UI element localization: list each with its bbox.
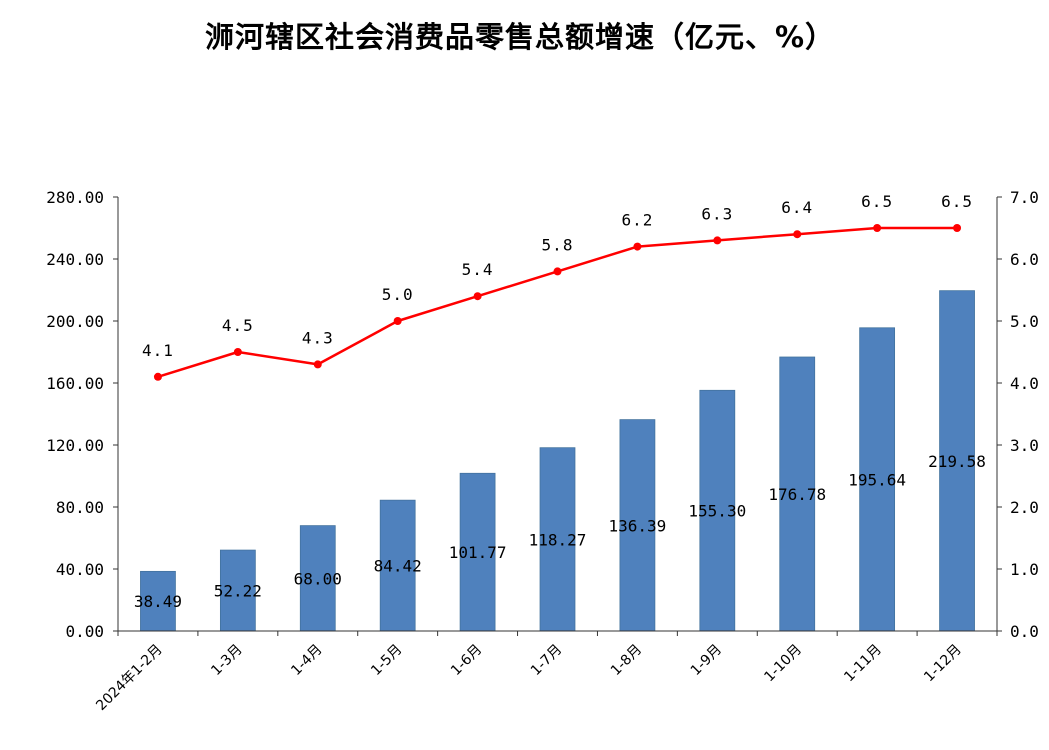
growth-rate-marker: [553, 267, 562, 276]
growth-rate-label: 5.4: [462, 260, 494, 279]
bar: [859, 327, 896, 632]
right-y-axis: 0.0 1.0 2.0 3.0 4.0 5.0 6.0 7.0: [996, 188, 1039, 641]
bar-value-label: 84.42: [374, 557, 422, 576]
x-axis-category-label: 1-8月: [608, 642, 645, 679]
right-axis-tick-label: 7.0: [1010, 188, 1039, 207]
x-axis-category-label: 1-4月: [288, 642, 325, 679]
bar: [299, 525, 336, 632]
growth-rate-marker: [473, 292, 482, 301]
growth-rate-label: 6.5: [941, 192, 973, 211]
bar-value-label: 68.00: [294, 569, 342, 588]
growth-rate-label: 4.1: [142, 341, 174, 360]
left-axis-tick-label: 80.00: [56, 498, 104, 517]
growth-rate-marker: [233, 348, 242, 356]
bar-value-label: 219.58: [928, 452, 986, 471]
x-axis-category-label: 1-6月: [448, 642, 485, 679]
bar: [619, 419, 656, 632]
growth-rate-label: 6.4: [781, 198, 813, 217]
left-y-axis: 0.00 40.00 80.00 120.00 160.00 200.00 240.00 28…: [46, 188, 119, 641]
right-axis-tick-label: 2.0: [1010, 498, 1039, 517]
growth-rate-label: 5.0: [382, 285, 414, 304]
bar-value-label: 118.27: [529, 530, 587, 549]
growth-rate-marker: [393, 317, 402, 325]
bar-value-label: 176.78: [768, 485, 826, 504]
growth-rate-marker: [153, 372, 162, 381]
x-axis-category-label: 1-10月: [761, 642, 805, 686]
growth-rate-marker: [713, 236, 722, 245]
growth-rate-marker: [633, 242, 642, 251]
x-axis-category-label: 1-11月: [841, 642, 885, 686]
right-axis-tick-label: 0.0: [1010, 622, 1039, 641]
x-axis: 2024年1-2月 1-3月 1-4月 1-5月 1-6月 1-7月 1-8月 1-9月 1-1…: [93, 630, 998, 714]
bar-series: [140, 290, 975, 632]
bar-value-label: 155.30: [688, 502, 746, 521]
bar: [219, 549, 256, 632]
line-series: [153, 224, 962, 381]
left-axis-tick-label: 160.00: [46, 374, 104, 393]
x-axis-category-label: 1-3月: [208, 642, 245, 679]
growth-rate-marker: [953, 224, 962, 232]
left-axis-tick-label: 120.00: [46, 436, 104, 455]
left-axis-tick-label: 240.00: [46, 250, 104, 269]
bar: [779, 356, 816, 632]
growth-rate-marker: [873, 224, 882, 232]
growth-rate-label: 6.2: [621, 211, 653, 230]
left-axis-tick-label: 280.00: [46, 188, 104, 207]
bar: [699, 389, 736, 632]
bar: [140, 570, 176, 632]
right-axis-tick-label: 6.0: [1010, 250, 1039, 269]
bar-value-label: 136.39: [609, 516, 667, 535]
bar-value-label: 195.64: [848, 470, 906, 489]
x-axis-category-label: 1-12月: [921, 642, 965, 686]
bar-value-label: 38.49: [134, 592, 182, 611]
x-axis-category-label: 1-9月: [688, 642, 725, 679]
bar-value-label: 52.22: [214, 582, 262, 601]
growth-rate-label: 4.5: [222, 316, 254, 335]
growth-rate-marker: [793, 230, 802, 239]
bar-value-label: 101.77: [449, 543, 507, 562]
growth-rate-label: 4.3: [302, 328, 334, 347]
bar-data-labels: 38.49 52.22 68.00 84.42 101.77 118.27 136.39 15…: [134, 452, 986, 611]
right-axis-tick-label: 4.0: [1010, 374, 1039, 393]
left-axis-tick-label: 0.00: [65, 622, 104, 641]
right-axis-tick-label: 1.0: [1010, 560, 1039, 579]
growth-rate-label: 6.5: [861, 192, 893, 211]
right-axis-tick-label: 3.0: [1010, 436, 1039, 455]
x-axis-category-label: 1-5月: [368, 642, 405, 679]
line-data-labels: 4.1 4.5 4.3 5.0 5.4 5.8 6.2 6.3 6.4 6.5 6.5: [142, 192, 973, 360]
left-axis-tick-label: 200.00: [46, 312, 104, 331]
left-axis-tick-label: 40.00: [56, 560, 104, 579]
x-axis-category-label: 1-7月: [528, 642, 565, 679]
growth-rate-label: 6.3: [701, 204, 733, 223]
growth-rate-label: 5.8: [542, 235, 574, 254]
x-axis-category-label: 2024年1-2月: [93, 642, 165, 714]
growth-rate-marker: [313, 360, 322, 369]
right-axis-tick-label: 5.0: [1010, 312, 1039, 331]
chart-title: 浉河辖区社会消费品零售总额增速（亿元、%）: [204, 20, 836, 54]
